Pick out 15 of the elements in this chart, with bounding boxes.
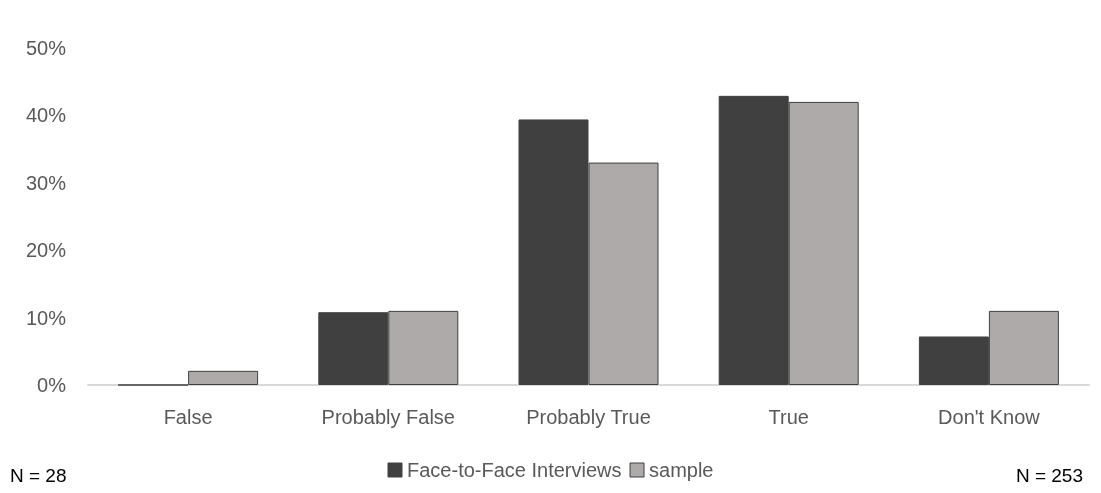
y-tick-label: 30% [25, 171, 67, 194]
y-tick-label: 40% [25, 104, 67, 127]
x-tick-label: Don't Know [938, 406, 1041, 428]
y-tick-label: 0% [37, 374, 67, 396]
text: N = 28 [10, 465, 67, 486]
text: N = 253 [1015, 465, 1083, 486]
x-tick-label: Probably True [526, 406, 651, 428]
x-tick-label: Probably False [321, 406, 455, 428]
y-tick-label: 50% [25, 37, 67, 59]
legend-label: sample [649, 459, 714, 481]
x-tick-label: True [768, 406, 809, 428]
y-tick-label: 20% [25, 239, 67, 262]
legend-label: Face-to-Face Interviews [407, 459, 622, 481]
y-tick-label: 10% [25, 306, 67, 329]
x-tick-label: False [163, 406, 213, 428]
